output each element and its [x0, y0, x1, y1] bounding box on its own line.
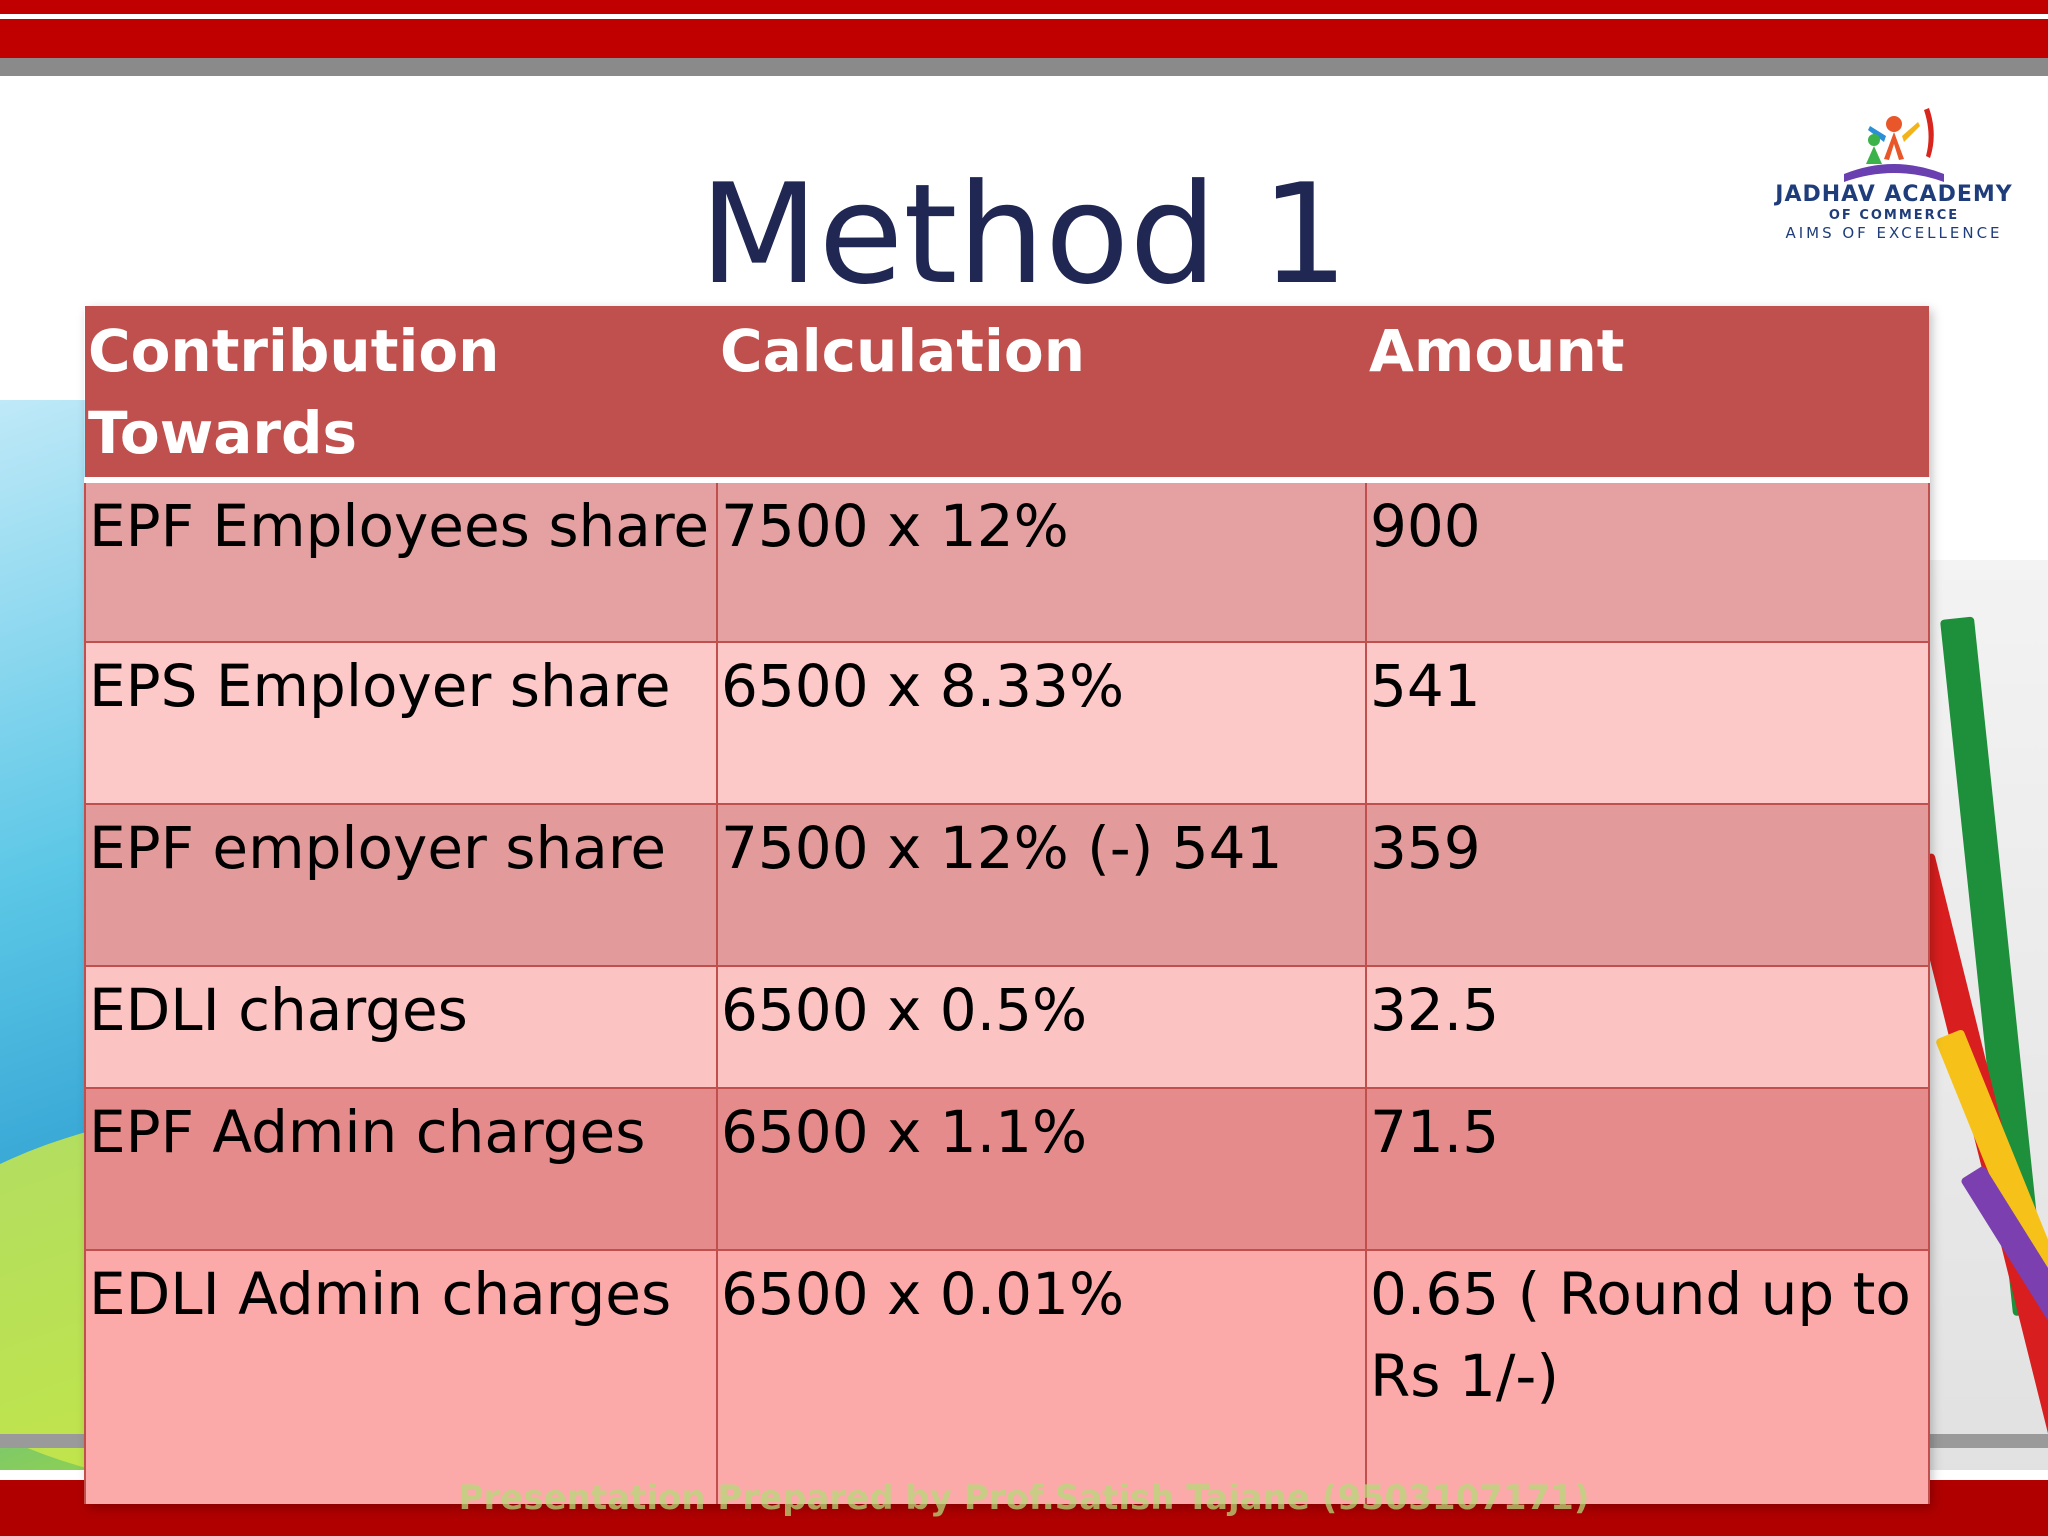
table-cell: 0.65 ( Round up to Rs 1/-)	[1365, 1249, 1930, 1504]
table-cell: 6500 x 1.1%	[716, 1087, 1367, 1250]
column-header-contribution: Contribution Towards	[85, 306, 717, 483]
table-cell: 7500 x 12%	[716, 479, 1367, 642]
table-row: EPF employer share 7500 x 12% (-) 541 35…	[84, 803, 1930, 966]
column-header-calculation: Calculation	[717, 306, 1366, 483]
logo-tagline: AIMS OF EXCELLENCE	[1785, 224, 2003, 242]
table-cell: 71.5	[1365, 1087, 1930, 1250]
top-white-line	[0, 14, 2048, 19]
logo-name: JADHAV ACADEMY	[1775, 182, 2013, 207]
table-row: EDLI Admin charges 6500 x 0.01% 0.65 ( R…	[84, 1249, 1930, 1504]
academy-logo-icon	[1844, 108, 1944, 182]
table-cell: EDLI Admin charges	[84, 1249, 718, 1504]
table-row: EPS Employer share 6500 x 8.33% 541	[84, 641, 1930, 804]
table-row: EPF Admin charges 6500 x 1.1% 71.5	[84, 1087, 1930, 1250]
column-header-amount: Amount	[1366, 306, 1929, 483]
table-cell: 7500 x 12% (-) 541	[716, 803, 1367, 966]
contribution-table: Contribution Towards Calculation Amount …	[84, 306, 1930, 1504]
table-cell: 900	[1365, 479, 1930, 642]
table-cell: 359	[1365, 803, 1930, 966]
table-cell: 6500 x 0.01%	[716, 1249, 1367, 1504]
table-cell: 6500 x 0.5%	[716, 965, 1367, 1088]
table-cell: EPS Employer share	[84, 641, 718, 804]
table-cell: 32.5	[1365, 965, 1930, 1088]
academy-logo: JADHAV ACADEMY OF COMMERCE AIMS OF EXCEL…	[1746, 104, 2042, 254]
logo-subname: OF COMMERCE	[1828, 208, 1960, 223]
slide-title: Method 1	[699, 154, 1349, 315]
table-cell: EPF Employees share	[84, 479, 718, 642]
table-header-row: Contribution Towards Calculation Amount	[85, 306, 1929, 483]
table-cell: EPF Admin charges	[84, 1087, 718, 1250]
table-cell: EDLI charges	[84, 965, 718, 1088]
table-row: EDLI charges 6500 x 0.5% 32.5	[84, 965, 1930, 1088]
table-cell: 541	[1365, 641, 1930, 804]
presenter-footer: Presentation Prepared by Prof.Satish Taj…	[458, 1478, 1590, 1518]
table-cell: EPF employer share	[84, 803, 718, 966]
table-row: EPF Employees share 7500 x 12% 900	[84, 479, 1930, 642]
top-red-bar	[0, 0, 2048, 58]
table-cell: 6500 x 8.33%	[716, 641, 1367, 804]
